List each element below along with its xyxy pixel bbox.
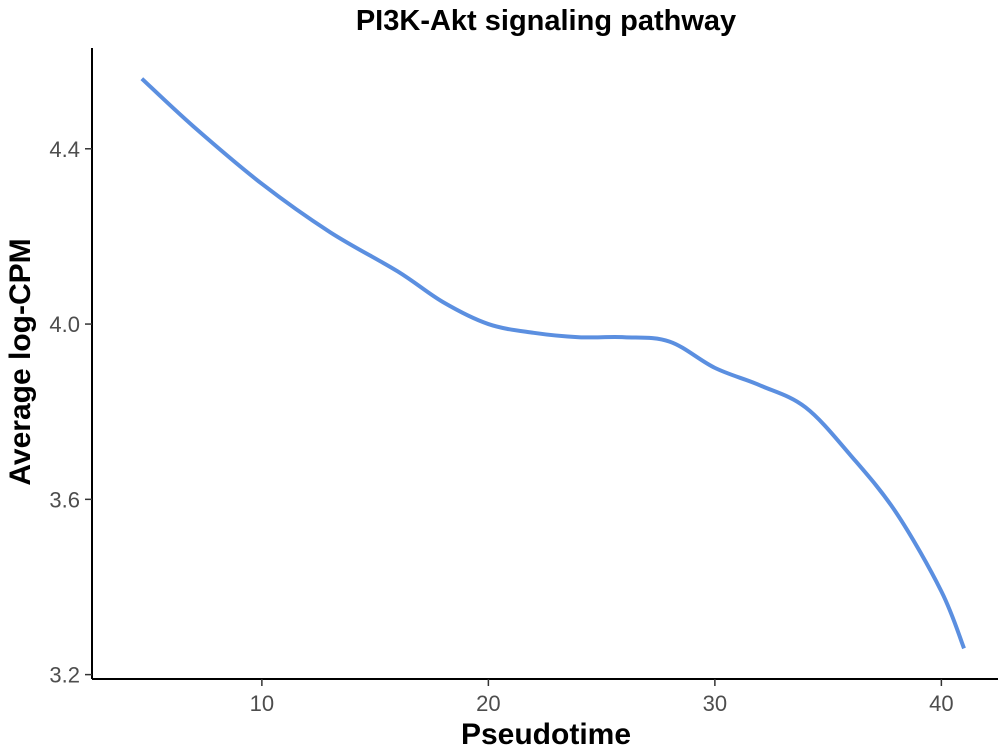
chart-title: PI3K-Akt signaling pathway bbox=[356, 5, 736, 37]
y-tick-label: 4.0 bbox=[49, 312, 80, 337]
x-tick-label: 30 bbox=[703, 691, 727, 716]
y-tick-label: 3.2 bbox=[49, 663, 80, 688]
x-tick-label: 40 bbox=[929, 691, 953, 716]
plot-area bbox=[140, 77, 966, 650]
series-line bbox=[140, 77, 966, 650]
x-tick-label: 10 bbox=[250, 691, 274, 716]
y-tick-label: 4.4 bbox=[49, 137, 80, 162]
y-tick-label: 3.6 bbox=[49, 487, 80, 512]
x-tick-label: 20 bbox=[476, 691, 500, 716]
y-axis-title: Average log-CPM bbox=[4, 238, 37, 485]
x-axis-ticks: 10 20 30 40 bbox=[250, 679, 954, 716]
y-axis-ticks: 3.2 3.6 4.0 4.4 bbox=[49, 137, 92, 688]
x-axis-title: Pseudotime bbox=[461, 718, 631, 751]
